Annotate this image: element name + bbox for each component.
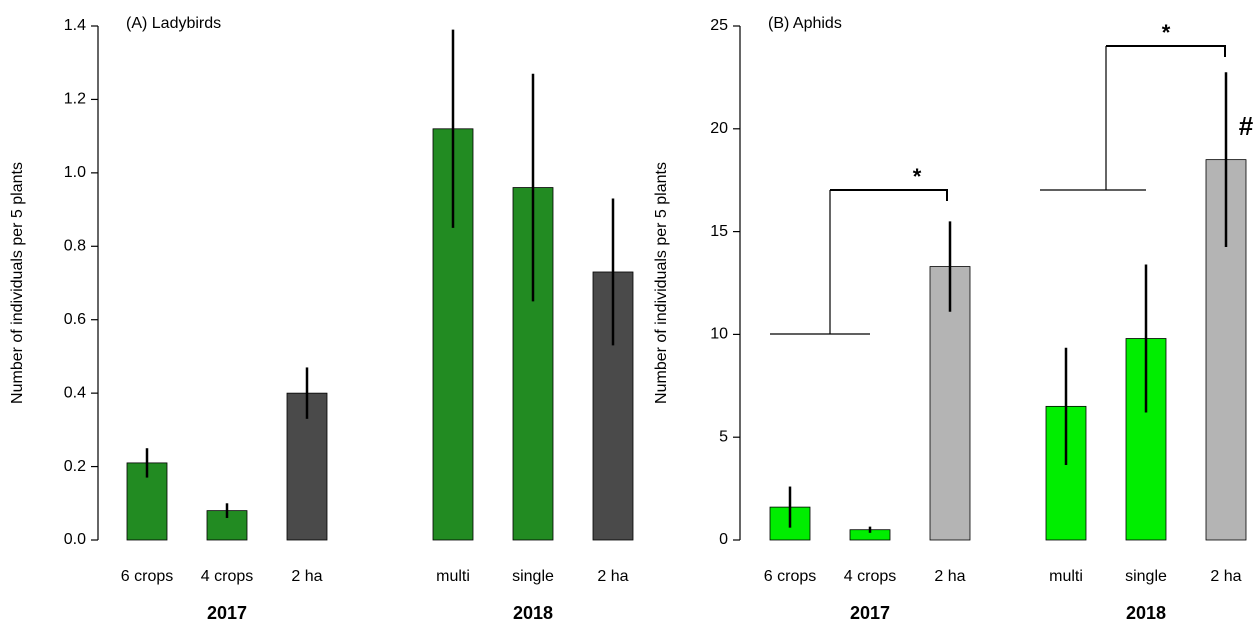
y-tick-label: 1.0 bbox=[64, 164, 86, 181]
annotation: * bbox=[913, 164, 922, 189]
y-tick-label: 0.8 bbox=[64, 238, 86, 255]
y-tick-label: 15 bbox=[710, 223, 728, 240]
annotation: # bbox=[1239, 111, 1254, 141]
y-tick-label: 10 bbox=[710, 326, 728, 343]
x-tick-label: multi bbox=[1049, 568, 1083, 585]
y-tick-label: 1.2 bbox=[64, 91, 86, 108]
group-label: 2017 bbox=[207, 603, 247, 623]
x-tick-label: 6 crops bbox=[121, 568, 173, 585]
panel-title: (A) Ladybirds bbox=[126, 15, 221, 32]
y-tick-label: 5 bbox=[719, 428, 728, 445]
annotation: * bbox=[1162, 20, 1171, 45]
x-tick-label: 6 crops bbox=[764, 568, 816, 585]
y-tick-label: 0.0 bbox=[64, 531, 86, 548]
group-label: 2017 bbox=[850, 603, 890, 623]
y-tick-label: 0.2 bbox=[64, 458, 86, 475]
x-tick-label: 2 ha bbox=[1210, 568, 1241, 585]
y-tick-label: 0.4 bbox=[64, 384, 86, 401]
x-tick-label: 2 ha bbox=[597, 568, 628, 585]
bar bbox=[432, 128, 474, 541]
bar bbox=[1045, 405, 1087, 541]
y-tick-label: 25 bbox=[710, 17, 728, 34]
x-tick-label: 2 ha bbox=[934, 568, 965, 585]
x-tick-label: single bbox=[1125, 568, 1167, 585]
group-label: 2018 bbox=[1126, 603, 1166, 623]
x-tick-label: single bbox=[512, 568, 554, 585]
x-tick-label: 2 ha bbox=[291, 568, 322, 585]
x-tick-label: 4 crops bbox=[844, 568, 896, 585]
y-tick-label: 20 bbox=[710, 120, 728, 137]
y-tick-label: 1.4 bbox=[64, 17, 86, 34]
bar bbox=[929, 266, 971, 541]
y-axis-label: Number of individuals per 5 plants bbox=[653, 162, 670, 404]
panel-title: (B) Aphids bbox=[768, 15, 842, 32]
group-label: 2018 bbox=[513, 603, 553, 623]
x-tick-label: 4 crops bbox=[201, 568, 253, 585]
y-tick-label: 0 bbox=[719, 531, 728, 548]
x-tick-label: multi bbox=[436, 568, 470, 585]
y-tick-label: 0.6 bbox=[64, 311, 86, 328]
significance-brackets bbox=[770, 45, 1226, 335]
y-axis-label: Number of individuals per 5 plants bbox=[9, 162, 26, 404]
